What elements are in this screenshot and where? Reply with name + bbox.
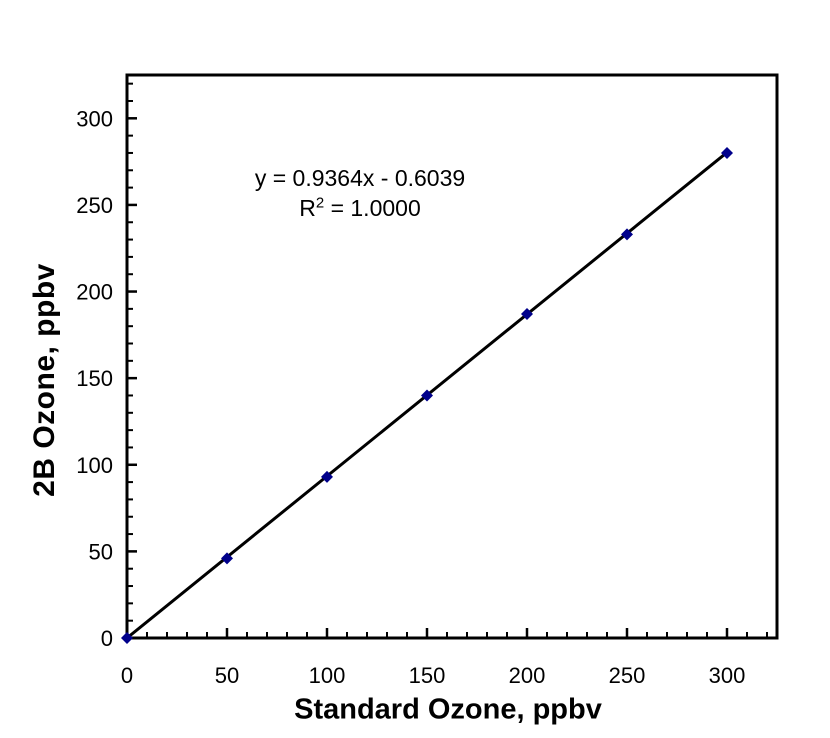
x-tick-label: 150 [409, 663, 446, 688]
x-tick-label: 200 [509, 663, 546, 688]
data-point [221, 552, 233, 565]
x-tick-label: 250 [609, 663, 646, 688]
data-point [421, 389, 433, 402]
y-tick-label: 50 [89, 539, 113, 564]
data-point [621, 228, 633, 241]
y-tick-label: 200 [76, 280, 113, 305]
y-tick-label: 250 [76, 193, 113, 218]
x-tick-label: 50 [215, 663, 239, 688]
x-tick-label: 0 [121, 663, 133, 688]
data-point [721, 146, 733, 159]
y-tick-label: 0 [101, 626, 113, 651]
r-squared-exponent: 2 [315, 194, 325, 212]
data-point [321, 470, 333, 483]
x-tick-label: 300 [709, 663, 746, 688]
y-axis-title: 2B Ozone, ppbv [28, 263, 61, 497]
y-tick-label: 150 [76, 366, 113, 391]
r-squared-value: = 1.0000 [324, 195, 421, 221]
data-point [121, 632, 133, 644]
x-tick-label: 100 [309, 663, 346, 688]
equation-text: y = 0.9364x - 0.6039 [254, 165, 466, 191]
x-axis-title: Standard Ozone, ppbv [294, 693, 602, 726]
y-tick-label: 300 [76, 106, 113, 131]
r-squared-text: R2 = 1.0000 [255, 193, 465, 223]
r-squared-base: R [299, 195, 316, 221]
plot-frame [125, 73, 779, 640]
y-tick-label: 100 [76, 453, 113, 478]
trendline-annotation: y = 0.9364x - 0.6039 R2 = 1.0000 [255, 163, 465, 223]
data-point [521, 308, 533, 321]
